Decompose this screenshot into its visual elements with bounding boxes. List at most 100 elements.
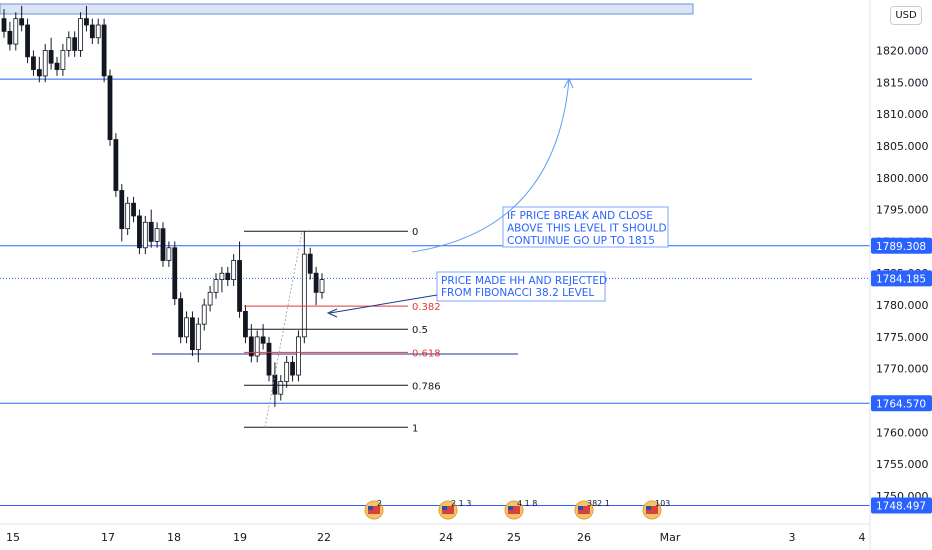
candle-body [254, 336, 260, 357]
candle-body [219, 272, 225, 280]
candle [307, 247, 313, 280]
candle-body [54, 62, 60, 70]
event-badge: 382 1 [574, 499, 610, 520]
candle [231, 254, 237, 286]
arrow-head-icon [563, 77, 574, 89]
price-tag-bg [871, 395, 932, 412]
candle [260, 324, 266, 350]
candle-body [25, 24, 30, 58]
y-tick-label: 1755.000 [876, 458, 929, 471]
x-tick-label: 3 [789, 531, 796, 544]
price-tag-label: 1789.308 [876, 241, 926, 253]
event-badge: 4 1 8 [504, 499, 537, 520]
event-badge-label: 2 1 3 [451, 499, 471, 508]
candle [84, 5, 89, 32]
x-tick-label: 4 [859, 531, 866, 544]
candle-body [201, 304, 207, 325]
price-labels: 1789.308 1784.185 1764.570 1748.497 [871, 237, 932, 514]
price-tag-bg [871, 270, 932, 287]
candle [284, 355, 290, 388]
candle [213, 273, 219, 299]
price-tag-bg [871, 497, 932, 514]
flag-icon [442, 506, 447, 510]
candle-body [48, 50, 54, 64]
x-tick-label: Mar [660, 531, 681, 544]
price-tag-label: 1784.185 [876, 273, 926, 285]
candle [31, 50, 36, 76]
event-badge: 2 [364, 499, 384, 520]
candle-body [19, 18, 25, 26]
candle-body [266, 342, 272, 376]
pointer-arrow [329, 294, 438, 314]
currency-button[interactable]: USD [890, 6, 922, 25]
candle [237, 241, 242, 318]
candle [137, 209, 142, 255]
flag-icon [578, 506, 590, 514]
y-tick-label: 1805.000 [876, 140, 929, 153]
event-badge-label: 2 [377, 499, 382, 508]
candle-body [278, 381, 284, 395]
candle-body [166, 247, 172, 261]
candle-body [31, 56, 36, 70]
candle [148, 209, 154, 248]
x-tick-label: 26 [577, 531, 591, 544]
y-tick-label: 1770.000 [876, 363, 929, 376]
candle [160, 222, 166, 267]
x-tick-label: 17 [101, 531, 115, 544]
annotation-text: IF PRICE BREAK AND CLOSE [507, 210, 653, 222]
y-tick-label: 1780.000 [876, 299, 929, 312]
candle-body [301, 253, 307, 338]
fibonacci-retracement: 0 0.382 0.5 0.618 0.786 1 [244, 227, 441, 434]
candle-body [225, 272, 231, 280]
time-axis[interactable]: 15 17 18 19 22 24 25 26 Mar 3 4 [0, 523, 870, 544]
candle-body [160, 228, 166, 261]
candle-body [260, 336, 266, 344]
price-tag: 1784.185 [871, 270, 932, 287]
x-tick-label: 15 [6, 531, 20, 544]
y-tick-label: 1795.000 [876, 204, 929, 217]
event-badges: 2 2 1 3 4 1 8 382 1 103 [364, 499, 670, 520]
resistance-zone [0, 3, 694, 15]
candle [172, 241, 178, 306]
price-tag: 1764.570 [871, 395, 932, 412]
candle [166, 241, 172, 267]
candlestick-series [1, 5, 325, 407]
candle [184, 311, 189, 344]
candle [201, 298, 207, 331]
annotation-text: CONTUINUE GO UP TO 1815 [507, 235, 655, 247]
price-tag: 1748.497 [871, 497, 932, 514]
candle [243, 305, 248, 344]
candle [313, 266, 319, 306]
candle [36, 56, 42, 83]
candle [89, 18, 95, 45]
candle-body [207, 291, 213, 306]
candle-body [72, 37, 78, 51]
flag-icon [578, 506, 583, 510]
price-tag-label: 1748.497 [876, 501, 926, 513]
candle-body [125, 202, 131, 230]
candle-body [319, 279, 325, 293]
x-tick-label: 22 [317, 531, 331, 544]
candle [319, 273, 325, 299]
candle-body [36, 69, 42, 77]
fib-level-label: 0.786 [412, 381, 441, 392]
candle-body [101, 24, 107, 77]
candle-body [119, 190, 125, 230]
price-tag-label: 1764.570 [876, 398, 926, 410]
candle [72, 31, 78, 57]
candle [195, 317, 201, 363]
flag-icon [508, 506, 520, 514]
candle [19, 5, 25, 32]
candle-body [284, 361, 290, 382]
y-tick-label: 1815.000 [876, 76, 929, 89]
candle [254, 330, 260, 363]
candle [78, 12, 83, 57]
annotation-text: PRICE MADE HH AND REJECTED [441, 275, 607, 287]
candle-body [190, 317, 195, 351]
y-tick-label: 1820.000 [876, 44, 929, 57]
candle-body [113, 139, 119, 191]
candle-body [60, 50, 66, 70]
fib-level-label: 0.5 [412, 325, 428, 336]
candle-body [290, 361, 295, 376]
